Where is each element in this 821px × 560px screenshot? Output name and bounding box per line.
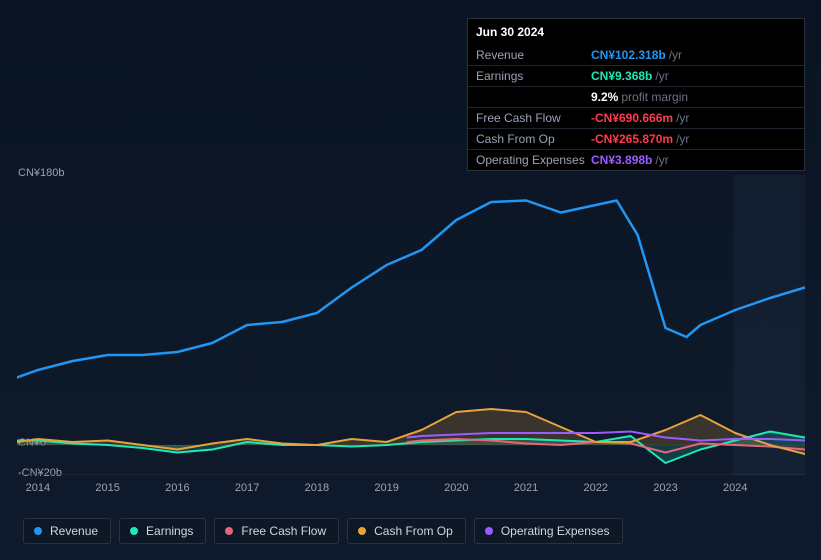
legend-swatch xyxy=(358,527,366,535)
x-tick-label: 2022 xyxy=(584,482,608,494)
hover-tooltip: Jun 30 2024 RevenueCN¥102.318b/yrEarning… xyxy=(467,18,805,171)
x-tick-label: 2021 xyxy=(514,482,538,494)
x-tick-label: 2017 xyxy=(235,482,259,494)
tooltip-value: CN¥3.898b xyxy=(591,153,652,167)
tooltip-value: CN¥9.368b xyxy=(591,69,652,83)
tooltip-row-pm: 9.2%profit margin xyxy=(468,86,804,107)
legend: Revenue Earnings Free Cash Flow Cash From O… xyxy=(23,518,623,544)
tooltip-label: Earnings xyxy=(476,69,591,83)
tooltip-row-opex: Operating ExpensesCN¥3.898b/yr xyxy=(468,149,804,170)
legend-swatch xyxy=(34,527,42,535)
legend-label: Free Cash Flow xyxy=(241,524,326,538)
legend-label: Operating Expenses xyxy=(501,524,610,538)
x-tick-label: 2018 xyxy=(305,482,329,494)
x-tick-label: 2015 xyxy=(95,482,119,494)
tooltip-row-rev: RevenueCN¥102.318b/yr xyxy=(468,45,804,65)
tooltip-suffix: /yr xyxy=(655,69,668,83)
tooltip-label: Cash From Op xyxy=(476,132,591,146)
tooltip-label: Free Cash Flow xyxy=(476,111,591,125)
tooltip-suffix: /yr xyxy=(669,48,682,62)
tooltip-suffix: /yr xyxy=(676,111,689,125)
x-tick-label: 2024 xyxy=(723,482,747,494)
legend-label: Cash From Op xyxy=(374,524,453,538)
x-axis: 2014 2015 2016 2017 2018 2019 2020 2021 2022 2023… xyxy=(17,482,805,502)
x-tick-label: 2014 xyxy=(26,482,50,494)
x-tick-label: 2016 xyxy=(165,482,189,494)
tooltip-row-earn: EarningsCN¥9.368b/yr xyxy=(468,65,804,86)
chart-container: Jun 30 2024 RevenueCN¥102.318b/yrEarning… xyxy=(0,0,821,560)
tooltip-label: Operating Expenses xyxy=(476,153,591,167)
legend-item-revenue[interactable]: Revenue xyxy=(23,518,111,544)
legend-item-free-cash-flow[interactable]: Free Cash Flow xyxy=(214,518,339,544)
legend-swatch xyxy=(485,527,493,535)
future-band xyxy=(733,175,805,475)
legend-label: Earnings xyxy=(146,524,193,538)
tooltip-suffix: /yr xyxy=(655,153,668,167)
tooltip-suffix: profit margin xyxy=(621,90,688,104)
tooltip-label xyxy=(476,90,591,104)
series-line-revenue[interactable] xyxy=(17,201,805,378)
tooltip-suffix: /yr xyxy=(676,132,689,146)
legend-item-cash-from-op[interactable]: Cash From Op xyxy=(347,518,466,544)
tooltip-date: Jun 30 2024 xyxy=(468,19,804,45)
x-tick-label: 2020 xyxy=(444,482,468,494)
tooltip-value: -CN¥265.870m xyxy=(591,132,673,146)
tooltip-value: 9.2% xyxy=(591,90,618,104)
legend-item-operating-expenses[interactable]: Operating Expenses xyxy=(474,518,623,544)
x-tick-label: 2023 xyxy=(653,482,677,494)
legend-swatch xyxy=(130,527,138,535)
tooltip-rows: RevenueCN¥102.318b/yrEarningsCN¥9.368b/y… xyxy=(468,45,804,170)
tooltip-label: Revenue xyxy=(476,48,591,62)
tooltip-value: -CN¥690.666m xyxy=(591,111,673,125)
legend-item-earnings[interactable]: Earnings xyxy=(119,518,206,544)
tooltip-row-fcf: Free Cash Flow-CN¥690.666m/yr xyxy=(468,107,804,128)
legend-swatch xyxy=(225,527,233,535)
x-tick-label: 2019 xyxy=(374,482,398,494)
tooltip-value: CN¥102.318b xyxy=(591,48,666,62)
tooltip-row-cfo: Cash From Op-CN¥265.870m/yr xyxy=(468,128,804,149)
line-chart[interactable] xyxy=(17,175,805,475)
legend-label: Revenue xyxy=(50,524,98,538)
